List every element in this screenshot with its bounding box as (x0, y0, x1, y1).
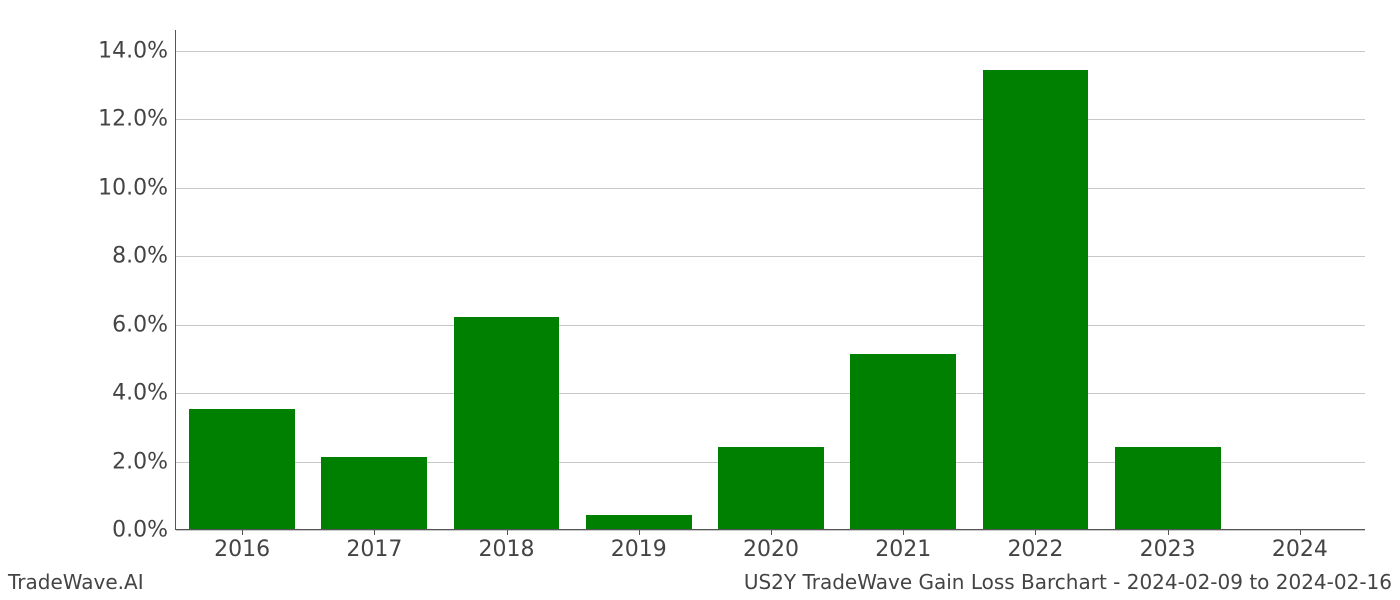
y-tick-label: 6.0% (112, 312, 176, 337)
bar (983, 70, 1089, 529)
x-tick-label: 2021 (875, 529, 931, 562)
x-tick-label: 2018 (479, 529, 535, 562)
y-tick-label: 12.0% (98, 107, 176, 132)
bar (1115, 447, 1221, 529)
gridline (176, 119, 1365, 120)
y-tick-label: 10.0% (98, 175, 176, 200)
x-tick-label: 2024 (1272, 529, 1328, 562)
y-tick-label: 4.0% (112, 381, 176, 406)
x-tick-label: 2016 (214, 529, 270, 562)
bar (586, 515, 692, 529)
bar (321, 457, 427, 529)
gridline (176, 51, 1365, 52)
bar (454, 317, 560, 529)
footer-left-text: TradeWave.AI (8, 570, 144, 594)
plot-area: 0.0%2.0%4.0%6.0%8.0%10.0%12.0%14.0%20162… (175, 30, 1365, 530)
x-tick-label: 2022 (1007, 529, 1063, 562)
footer-right-text: US2Y TradeWave Gain Loss Barchart - 2024… (744, 570, 1392, 594)
gridline (176, 188, 1365, 189)
y-tick-label: 2.0% (112, 449, 176, 474)
x-tick-label: 2019 (611, 529, 667, 562)
bar (718, 447, 824, 529)
y-tick-label: 14.0% (98, 38, 176, 63)
bar (850, 354, 956, 529)
chart-stage: 0.0% 2.0% 4.0% 6.0% 8.0% 10.0% 12.0% 14.0% 2016 2… (0, 0, 1400, 600)
gridline (176, 256, 1365, 257)
y-tick-label: 0.0% (112, 518, 176, 543)
bar (189, 409, 295, 529)
y-tick-label: 8.0% (112, 244, 176, 269)
gridline (176, 325, 1365, 326)
gridline (176, 393, 1365, 394)
x-tick-label: 2020 (743, 529, 799, 562)
x-tick-label: 2017 (346, 529, 402, 562)
x-tick-label: 2023 (1140, 529, 1196, 562)
